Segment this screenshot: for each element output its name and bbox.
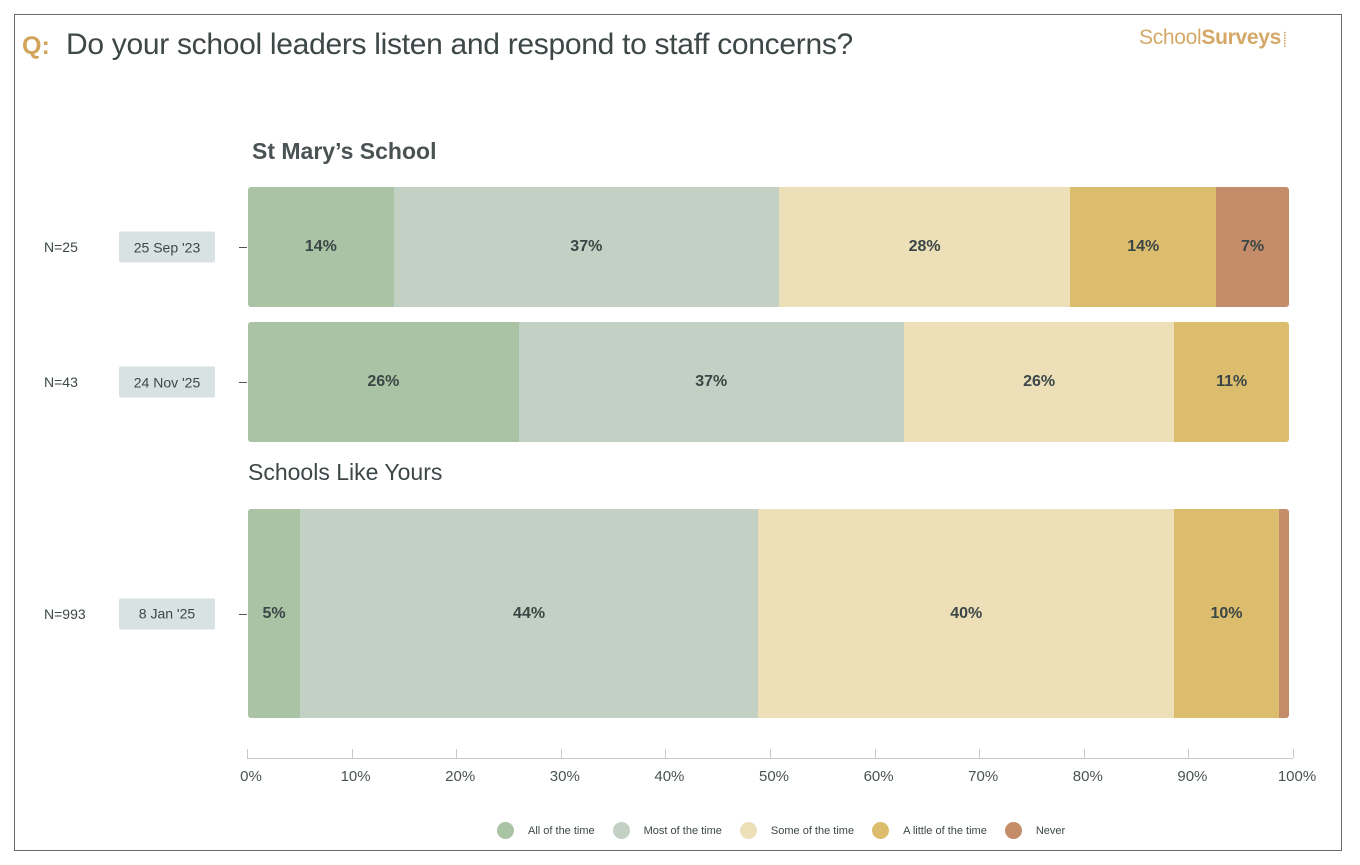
legend-label: All of the time	[528, 824, 595, 837]
x-axis-tick	[351, 749, 353, 758]
stacked-bar: 14% 37% 28% 14% 7%	[248, 187, 1289, 307]
bar-segment-most-of-the-time[interactable]: 37%	[518, 322, 904, 442]
bar-segment-a-little-of-the-time[interactable]: 11%	[1174, 322, 1289, 442]
bar-segment-never[interactable]: 7%	[1216, 187, 1289, 307]
x-axis-tick-label: 70%	[968, 768, 999, 785]
x-axis-tick-label: 90%	[1177, 768, 1208, 785]
x-axis-tick	[456, 749, 458, 758]
sample-size-label: N=993	[44, 605, 86, 622]
row-tick	[239, 382, 247, 383]
x-axis-tick	[979, 749, 981, 758]
x-axis-tick	[560, 749, 562, 758]
logo-text-regular: School	[1139, 26, 1202, 49]
legend-label: Never	[1035, 824, 1066, 837]
x-axis-tick-label: 30%	[549, 768, 580, 785]
legend-swatch	[872, 822, 890, 839]
school-surveys-logo: SchoolSurveys ⸽	[1139, 26, 1287, 50]
question-prefix: Q:	[22, 32, 50, 60]
x-axis-tick-label: 80%	[1072, 768, 1103, 785]
x-axis-tick	[874, 749, 876, 758]
legend: All of the time Most of the time Some of t…	[497, 822, 1083, 839]
x-axis-tick-label: 20%	[445, 768, 476, 785]
x-axis-tick	[1293, 749, 1294, 758]
question-title: Do your school leaders listen and respon…	[66, 28, 853, 61]
x-axis-tick-label: 0%	[240, 768, 262, 785]
bar-segment-all-of-the-time[interactable]: 14%	[248, 187, 394, 307]
x-axis-tick	[247, 749, 248, 758]
x-axis-line	[247, 758, 1293, 759]
legend-item[interactable]: All of the time	[497, 822, 595, 839]
legend-swatch	[1004, 822, 1022, 839]
bar-segment-all-of-the-time[interactable]: 26%	[248, 322, 519, 442]
bar-segment-never[interactable]	[1278, 509, 1289, 718]
x-axis-tick-label: 100%	[1277, 768, 1317, 785]
sample-size-label: N=25	[44, 239, 78, 255]
survey-date-chip: 24 Nov '25	[119, 366, 215, 398]
logo-text-bold: Surveys	[1201, 26, 1282, 49]
x-axis-tick-label: 40%	[654, 768, 685, 785]
survey-date-chip: 8 Jan '25	[119, 598, 215, 629]
legend-label: A little of the time	[903, 824, 987, 837]
bar-segment-some-of-the-time[interactable]: 28%	[778, 187, 1071, 307]
x-axis-tick	[770, 749, 771, 758]
x-axis-tick	[1083, 749, 1085, 758]
legend-swatch	[739, 822, 757, 839]
sparkle-icon: ⸽	[1283, 31, 1287, 47]
group-title: St Mary’s School	[252, 138, 437, 164]
legend-item[interactable]: Some of the time	[739, 822, 855, 839]
bar-segment-a-little-of-the-time[interactable]: 14%	[1070, 187, 1217, 307]
bar-segment-some-of-the-time[interactable]: 26%	[903, 322, 1175, 442]
bar-segment-a-little-of-the-time[interactable]: 10%	[1174, 509, 1279, 718]
bar-segment-most-of-the-time[interactable]: 37%	[393, 187, 779, 307]
bar-segment-most-of-the-time[interactable]: 44%	[300, 509, 759, 718]
survey-date-chip: 25 Sep '23	[119, 231, 215, 263]
legend-swatch	[497, 822, 514, 839]
x-axis-tick-label: 10%	[340, 768, 371, 785]
stacked-bar: 26% 37% 26% 11%	[248, 322, 1289, 442]
x-axis-tick-label: 60%	[863, 768, 894, 785]
x-axis-tick	[665, 749, 667, 758]
legend-item[interactable]: Never	[1004, 822, 1066, 839]
legend-swatch	[612, 822, 630, 839]
x-axis-tick	[1188, 749, 1190, 758]
group-title: Schools Like Yours	[248, 459, 443, 485]
legend-item[interactable]: A little of the time	[872, 822, 987, 839]
x-axis-tick-label: 50%	[758, 768, 790, 785]
legend-label: Most of the time	[643, 824, 722, 837]
row-tick	[239, 247, 247, 248]
sample-size-label: N=43	[44, 374, 78, 390]
row-tick	[239, 613, 247, 615]
legend-item[interactable]: Most of the time	[612, 822, 722, 839]
stacked-bar: 5% 44% 40% 10%	[248, 509, 1289, 718]
bar-segment-some-of-the-time[interactable]: 40%	[758, 509, 1175, 718]
legend-label: Some of the time	[770, 824, 855, 837]
bar-segment-all-of-the-time[interactable]: 5%	[248, 509, 301, 718]
